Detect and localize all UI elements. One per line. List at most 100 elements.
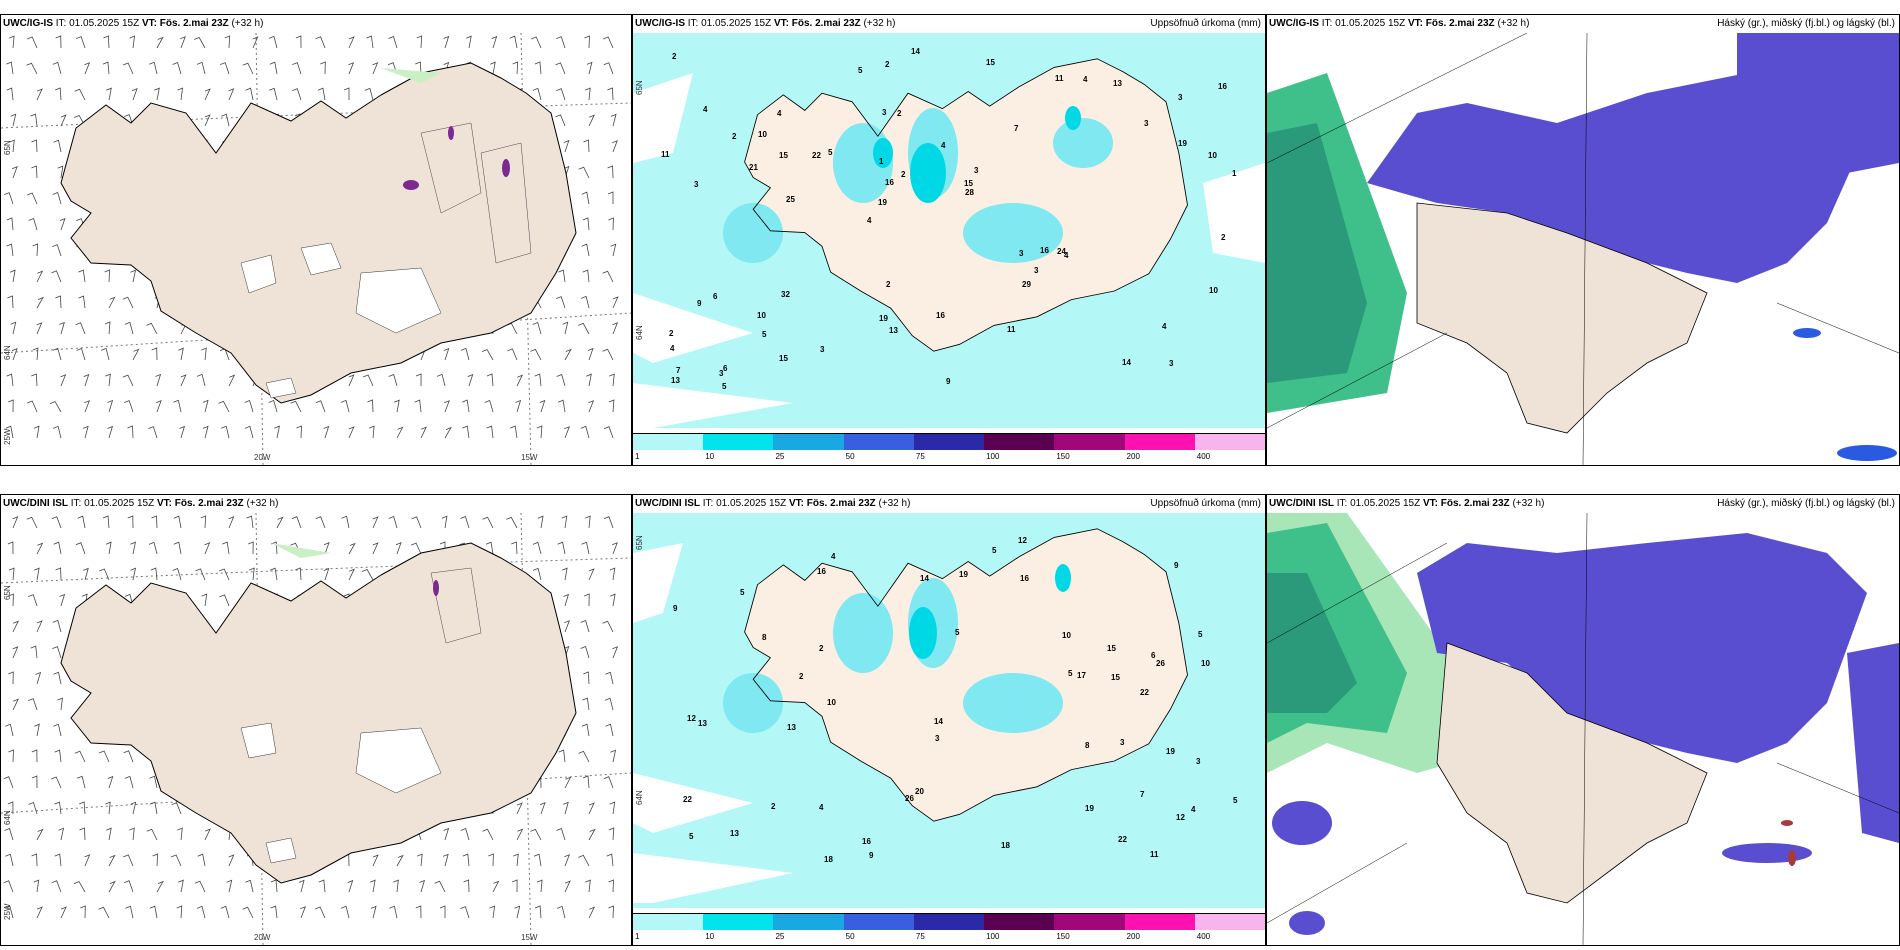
precip-value: 15 <box>986 58 995 67</box>
precip-title: Uppsöfnuð úrkoma (mm) <box>1150 498 1261 509</box>
wind-barb <box>564 854 571 867</box>
wind-barb <box>245 87 254 101</box>
wind-barb <box>460 515 470 529</box>
wind-barb <box>148 426 158 439</box>
wind-barb <box>292 88 302 101</box>
precip-value: 2 <box>799 672 804 681</box>
wind-barb <box>534 61 542 75</box>
wind-barb <box>76 775 86 789</box>
wind-barb <box>123 854 134 867</box>
precip-value: 13 <box>889 326 898 335</box>
wind-barb <box>490 61 496 75</box>
precip-value: 2 <box>901 170 906 179</box>
wind-barb <box>156 36 164 49</box>
wind-barb <box>563 593 570 607</box>
wind-barb <box>557 399 566 413</box>
wind-barb <box>107 775 114 789</box>
wind-barb <box>6 87 14 101</box>
wind-barb <box>104 269 111 283</box>
wind-barb <box>317 87 326 101</box>
wind-barb <box>172 567 182 581</box>
precip-value: 14 <box>934 717 943 726</box>
precip-value: 2 <box>1221 233 1226 242</box>
wind-barb <box>123 880 134 893</box>
wind-barb <box>125 905 134 919</box>
wind-barb <box>11 348 18 361</box>
wind-barb <box>31 775 38 789</box>
wind-barb <box>6 61 14 75</box>
precip-value: 15 <box>1107 644 1116 653</box>
wind-barb <box>556 296 566 309</box>
wind-barb <box>588 114 596 127</box>
wind-barb <box>129 35 135 49</box>
precip-value: 11 <box>1055 74 1064 83</box>
wind-barb <box>27 400 38 413</box>
wind-barb <box>180 36 186 49</box>
wind-barb <box>226 879 233 893</box>
wind-barb <box>514 905 521 919</box>
wind-barb <box>530 348 542 361</box>
wind-barb <box>315 400 326 413</box>
precip-value: 13 <box>1113 79 1122 88</box>
precip-value: 3 <box>935 734 940 743</box>
wind-barb <box>603 36 614 49</box>
wind-barb <box>149 801 158 815</box>
wind-barb <box>439 905 446 918</box>
precip-value: 3 <box>1169 359 1174 368</box>
wind-barb <box>411 516 422 529</box>
precip-value: 14 <box>920 574 929 583</box>
wind-barb <box>602 270 614 283</box>
wind-barb <box>5 723 14 737</box>
wind-barb <box>222 541 230 555</box>
precip-values: 7545546498109229225121620261213185162651… <box>673 536 1238 864</box>
wind-barb <box>388 515 398 529</box>
wind-barb <box>578 750 590 763</box>
wind-barb <box>348 374 355 387</box>
precip-value: 19 <box>1085 804 1094 813</box>
wind-barb <box>556 373 566 387</box>
wind-barb <box>151 515 158 529</box>
wind-barb <box>585 515 591 529</box>
wind-barb <box>228 374 236 387</box>
precip-value: 3 <box>1019 249 1024 258</box>
precip-value: 15 <box>964 179 973 188</box>
colorbar-tick: 400 <box>1196 452 1211 461</box>
wind-barb <box>178 879 184 893</box>
wind-barb <box>561 515 568 529</box>
wind-barb <box>26 516 38 529</box>
precip-value: 2 <box>771 802 776 811</box>
lon-label-15: 15W <box>521 453 538 462</box>
wind-barb <box>249 567 255 581</box>
lat-label-65: 65N <box>3 585 12 600</box>
wind-barb <box>370 905 377 919</box>
precip-value: 1 <box>1232 169 1237 178</box>
precip-value: 16 <box>817 567 826 576</box>
wind-barb <box>219 594 230 607</box>
wind-barb <box>269 87 278 101</box>
wind-barb <box>367 399 374 413</box>
wind-barb <box>532 87 542 101</box>
wind-barb <box>173 541 182 555</box>
wind-barb <box>395 542 402 555</box>
wind-barb <box>105 541 112 555</box>
precip-value: 5 <box>722 382 727 391</box>
wind-barb <box>314 906 326 919</box>
wind-barb <box>609 373 615 387</box>
wind-barb <box>197 853 206 867</box>
wind-barb <box>51 516 62 529</box>
wind-barb <box>51 880 62 893</box>
precip-values: 3334763465452344213191919164113214424922… <box>661 47 1237 391</box>
wind-barb <box>563 139 570 153</box>
wind-barb <box>104 321 111 335</box>
wind-barb <box>26 62 38 75</box>
wind-barb <box>578 166 590 179</box>
wind-barb <box>4 192 14 205</box>
colorbar-tick: 25 <box>775 932 785 941</box>
wind-barb <box>78 269 86 283</box>
wind-barb <box>220 62 230 75</box>
wind-barb <box>414 399 422 413</box>
wind-barb <box>52 425 62 439</box>
wind-barb <box>204 828 211 841</box>
precip-value: 5 <box>858 66 863 75</box>
wind-barb <box>150 567 158 581</box>
